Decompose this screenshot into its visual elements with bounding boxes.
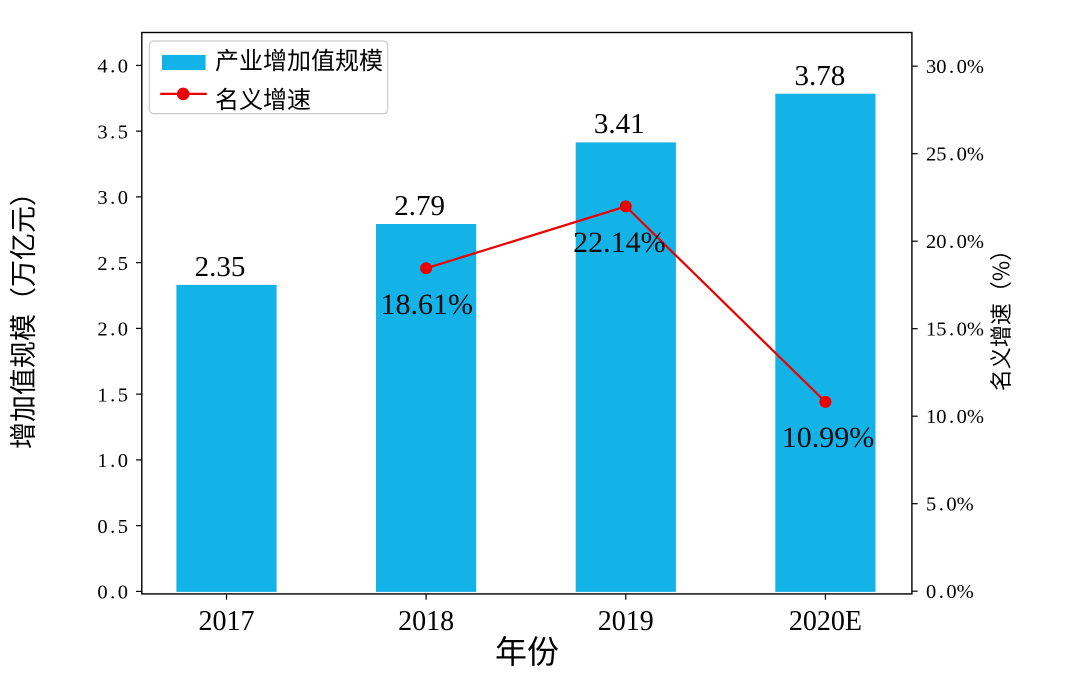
svg-text:0.5: 0.5	[97, 516, 128, 538]
svg-text:增加值规模（万亿元）: 增加值规模（万亿元）	[2, 179, 41, 449]
svg-text:3.0: 3.0	[97, 187, 128, 209]
svg-text:2018: 2018	[398, 606, 454, 637]
svg-text:0.0%: 0. 0%	[926, 581, 974, 603]
svg-text:22.14%: 22.14%	[573, 226, 666, 259]
svg-text:3.78: 3.78	[795, 60, 846, 92]
svg-text:名义增速（%）: 名义增速（%）	[984, 239, 1016, 391]
svg-text:1.0: 1.0	[97, 450, 128, 472]
svg-text:名义增速: 名义增速	[215, 80, 311, 115]
svg-text:4.0: 4.0	[97, 56, 128, 78]
svg-text:0.0: 0.0	[97, 582, 128, 604]
svg-text:3.5: 3.5	[97, 121, 128, 143]
svg-text:2.79: 2.79	[394, 190, 445, 222]
svg-text:2019: 2019	[598, 606, 654, 637]
svg-text:产业增加值规模: 产业增加值规模	[215, 41, 383, 76]
svg-text:10.0%: 10. 0%	[926, 406, 984, 428]
svg-text:2.35: 2.35	[195, 251, 246, 283]
svg-text:1.5: 1.5	[97, 384, 128, 406]
svg-text:年份: 年份	[495, 627, 559, 673]
svg-text:2017: 2017	[199, 606, 255, 637]
svg-text:18.61%: 18.61%	[381, 288, 474, 321]
svg-text:10.99%: 10.99%	[782, 421, 875, 454]
svg-text:20.0%: 20. 0%	[926, 231, 984, 253]
svg-text:25.0%: 25. 0%	[926, 144, 984, 166]
svg-text:15.0%: 15. 0%	[926, 319, 984, 341]
svg-text:2020E: 2020E	[789, 606, 862, 637]
svg-text:2.0: 2.0	[97, 319, 128, 341]
svg-text:5.0%: 5. 0%	[926, 494, 974, 516]
svg-text:30.0%: 30. 0%	[926, 56, 984, 78]
svg-text:3.41: 3.41	[594, 108, 645, 140]
svg-text:2.5: 2.5	[97, 253, 128, 275]
